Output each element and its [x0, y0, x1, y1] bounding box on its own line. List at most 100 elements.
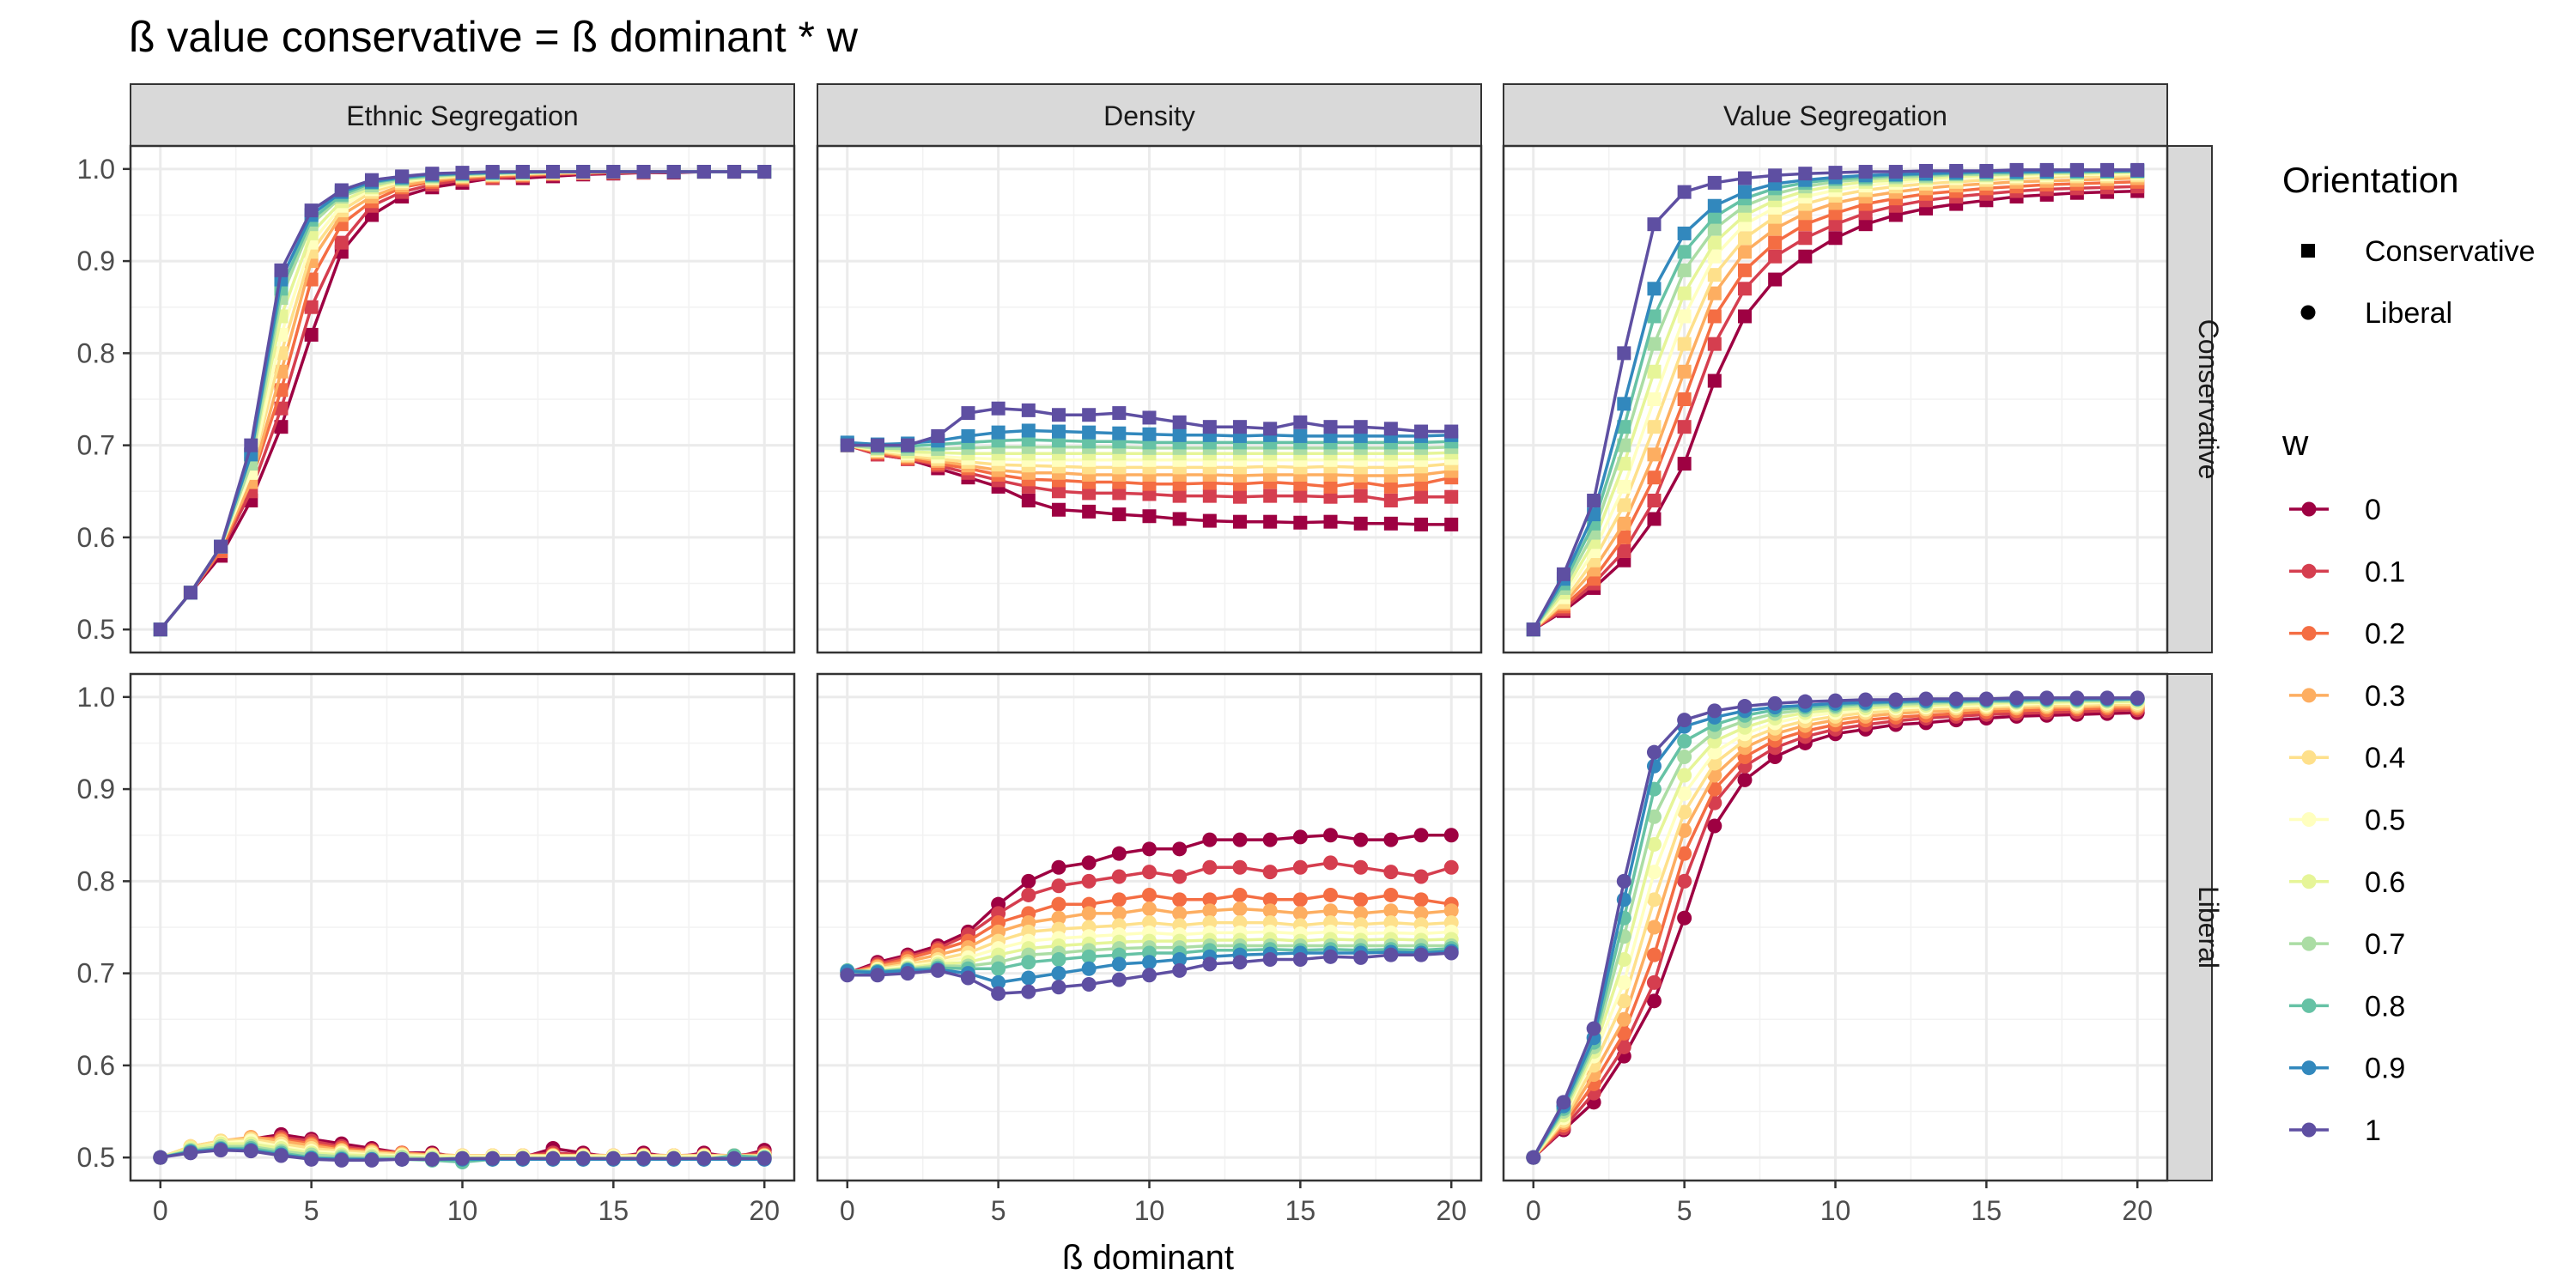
data-point — [1111, 892, 1127, 908]
data-point — [1677, 263, 1692, 277]
data-point — [1172, 962, 1188, 978]
data-point — [696, 1150, 712, 1166]
facet-strip-row — [2166, 673, 2213, 1181]
data-point — [1707, 373, 1722, 388]
data-point — [1383, 903, 1399, 919]
data-point — [1082, 425, 1097, 440]
data-point — [1233, 420, 1248, 434]
data-point — [1021, 494, 1036, 507]
data-point — [1263, 514, 1278, 529]
data-point — [1202, 489, 1217, 503]
data-point — [1918, 691, 1934, 707]
data-point — [1111, 846, 1127, 861]
legend-label: 0.2 — [2365, 618, 2405, 651]
data-point — [1617, 530, 1631, 544]
data-point — [1082, 408, 1097, 422]
data-point — [1383, 865, 1399, 880]
data-point — [1707, 286, 1722, 301]
data-point — [575, 1150, 591, 1166]
data-point — [1323, 903, 1339, 919]
data-point — [424, 1151, 440, 1167]
data-point — [2069, 162, 2084, 177]
data-point — [1978, 691, 1994, 707]
x-tick-label: 10 — [1820, 1195, 1851, 1226]
data-point — [1021, 984, 1036, 999]
data-point — [1737, 245, 1752, 259]
facet-strip-label: Density — [1103, 100, 1195, 131]
data-point — [726, 1150, 742, 1166]
data-point — [485, 1150, 501, 1166]
data-point — [1737, 699, 1753, 714]
data-point — [2039, 162, 2054, 177]
data-point — [1828, 166, 1843, 180]
data-point — [1677, 364, 1692, 379]
data-point — [1051, 966, 1066, 981]
data-point — [2099, 690, 2115, 706]
data-point — [1051, 952, 1066, 968]
data-point — [1707, 309, 1722, 324]
data-point — [1707, 249, 1722, 264]
data-point — [1646, 809, 1662, 824]
data-point — [274, 263, 289, 277]
data-point — [696, 165, 711, 179]
data-point — [1768, 222, 1783, 236]
legend-label: 0.8 — [2365, 990, 2405, 1023]
data-point — [1293, 515, 1308, 530]
data-point — [1202, 903, 1218, 919]
data-point — [1858, 217, 1873, 232]
data-point — [1383, 516, 1398, 531]
data-point — [1202, 832, 1218, 847]
data-point — [870, 438, 884, 452]
data-point — [1172, 415, 1187, 429]
data-point — [870, 968, 885, 983]
data-point — [1293, 428, 1308, 443]
data-point — [1677, 750, 1692, 765]
data-point — [1021, 423, 1036, 438]
data-point — [1081, 855, 1097, 871]
panel-border — [129, 144, 796, 654]
data-point — [991, 401, 1005, 416]
data-point — [1292, 829, 1308, 845]
data-point — [1082, 504, 1097, 519]
data-point — [1677, 733, 1692, 749]
data-point — [1444, 424, 1459, 439]
data-point — [1172, 869, 1188, 884]
x-tick-label: 5 — [991, 1195, 1006, 1226]
data-point — [1202, 892, 1218, 908]
data-point — [243, 1144, 258, 1159]
data-point — [1798, 249, 1813, 264]
data-point — [1646, 892, 1662, 908]
data-point — [1677, 910, 1692, 926]
data-point — [1353, 906, 1369, 921]
data-point — [394, 1151, 410, 1167]
y-tick-label: 0.6 — [77, 1050, 115, 1081]
data-point — [546, 165, 561, 179]
data-point — [455, 1150, 470, 1166]
data-point — [1323, 828, 1339, 843]
data-point — [1112, 507, 1127, 522]
data-point — [1677, 804, 1692, 820]
data-point — [1051, 424, 1066, 439]
data-point — [576, 165, 591, 179]
data-point — [1172, 841, 1188, 857]
data-point — [1262, 903, 1278, 919]
data-point — [304, 300, 319, 314]
data-point — [1677, 245, 1692, 259]
data-point — [1556, 1095, 1571, 1110]
legend-label: 0.3 — [2365, 680, 2405, 713]
data-point — [1353, 516, 1368, 531]
data-point — [1444, 489, 1459, 504]
data-point — [1383, 887, 1399, 902]
data-point — [1443, 945, 1459, 961]
data-point — [1677, 392, 1692, 406]
data-point — [1142, 902, 1157, 917]
data-point — [840, 968, 855, 983]
data-point — [1051, 484, 1066, 499]
facet-panel — [816, 144, 1483, 654]
data-point — [1081, 961, 1097, 976]
data-point — [1262, 865, 1278, 880]
data-point — [1414, 424, 1429, 439]
data-point — [1647, 392, 1662, 406]
data-point — [1647, 420, 1662, 434]
